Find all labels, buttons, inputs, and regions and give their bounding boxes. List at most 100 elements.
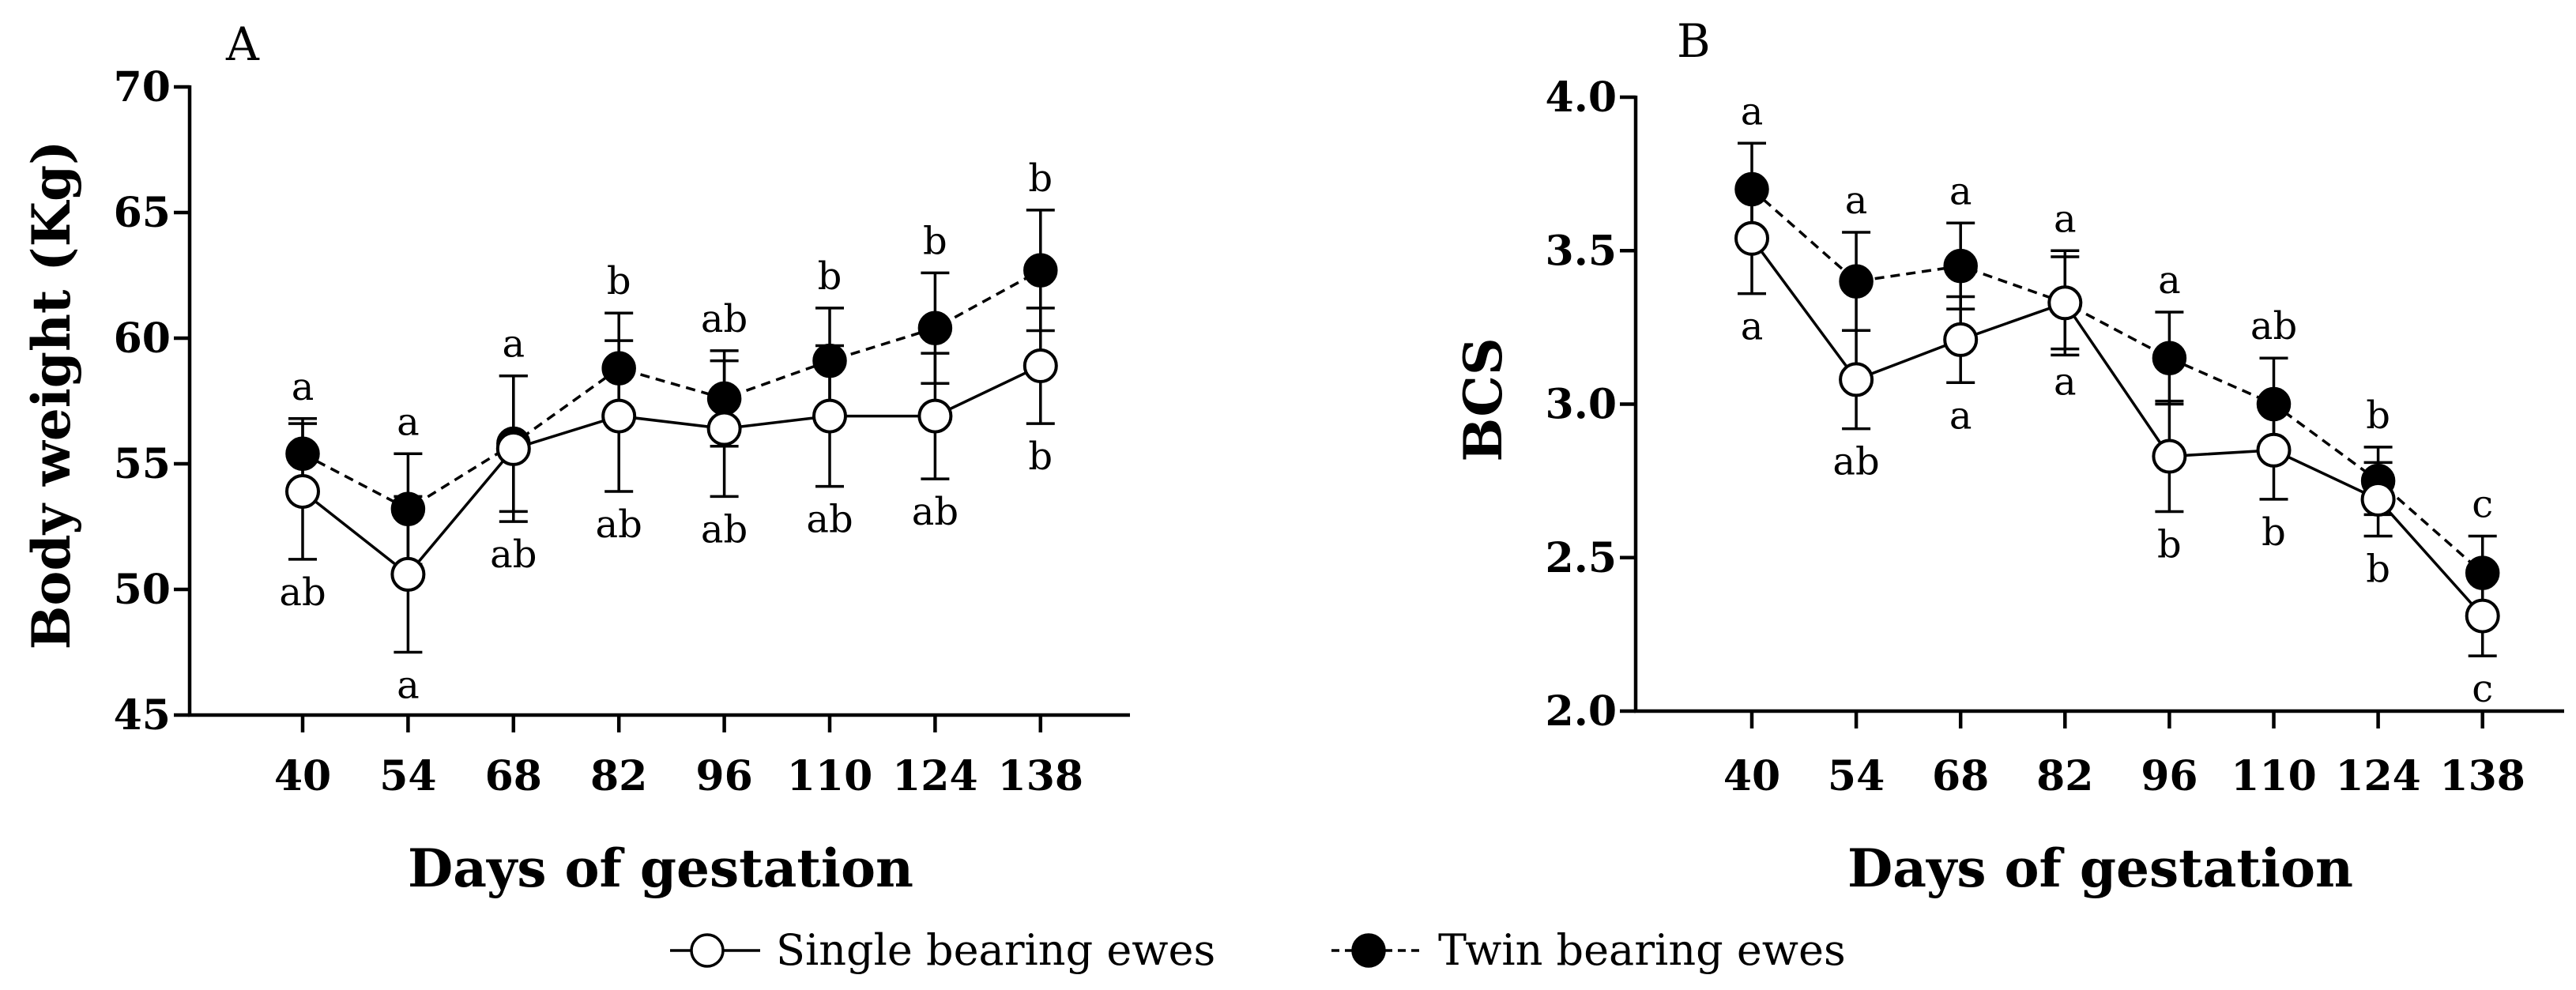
significance-letter-single: b <box>2366 548 2390 592</box>
x-tick-label: 110 <box>787 752 873 800</box>
data-point-single <box>812 398 847 434</box>
significance-letter-twin: b <box>607 259 631 303</box>
significance-letter-twin: ab <box>701 297 748 341</box>
y-tick-label: 3.5 <box>1546 227 1617 275</box>
x-tick-label: 124 <box>892 752 978 800</box>
series-line-twin <box>1750 188 2484 574</box>
data-point-single <box>1839 362 1874 397</box>
panel-a-label: A <box>225 17 260 71</box>
significance-letter-single: b <box>2157 522 2182 567</box>
data-point-single <box>495 431 531 466</box>
x-tick-label: 68 <box>485 752 542 800</box>
panel-a-x-axis-label: Days of gestation <box>408 838 913 899</box>
panel-b-label: B <box>1677 14 1711 68</box>
legend-single-label: Single bearing ewes <box>776 925 1215 975</box>
data-point-single <box>601 398 637 434</box>
significance-letter-single: ab <box>806 498 853 542</box>
significance-letter-twin: a <box>1741 89 1764 134</box>
x-tick-label: 110 <box>2231 752 2317 800</box>
data-point-single <box>2152 439 2187 474</box>
y-tick-label: 55 <box>114 440 171 488</box>
significance-letter-single: c <box>2472 667 2493 711</box>
x-tick-label: 40 <box>274 752 331 800</box>
x-tick-label: 96 <box>695 752 752 800</box>
significance-letter-twin: a <box>1949 169 1972 213</box>
x-tick-label: 40 <box>1723 752 1780 800</box>
data-point-single <box>1943 322 1979 357</box>
data-point-twin <box>1943 248 1978 284</box>
data-point-single <box>390 556 426 592</box>
data-point-twin <box>706 381 742 416</box>
data-point-twin <box>1023 253 1058 288</box>
data-point-twin <box>1839 264 1874 299</box>
data-point-twin <box>2256 386 2292 422</box>
y-tick-label: 3.0 <box>1546 381 1617 429</box>
data-point-twin <box>917 311 953 346</box>
y-tick-label: 70 <box>114 63 171 111</box>
panel-a-chart: A Body weight (Kg) Days of gestation 45 5… <box>21 17 1130 899</box>
data-point-twin <box>390 491 426 526</box>
y-tick-label: 4.0 <box>1546 73 1617 122</box>
significance-letter-twin: a <box>397 400 420 444</box>
significance-letter-single: ab <box>701 507 748 551</box>
x-tick-label: 68 <box>1932 752 1989 800</box>
significance-letter-single: a <box>1949 393 1972 438</box>
x-tick-label: 138 <box>998 752 1084 800</box>
significance-letter-single: ab <box>490 533 537 577</box>
panel-a-axes: 45 50 55 60 65 70 40 54 68 82 96 110 124 138 <box>114 63 1130 800</box>
significance-letter-single: ab <box>1832 440 1879 484</box>
data-point-twin <box>601 351 636 386</box>
series-line-twin <box>302 269 1041 511</box>
x-tick-label: 138 <box>2439 752 2525 800</box>
x-tick-label: 82 <box>590 752 647 800</box>
legend-single-marker-icon <box>690 933 725 968</box>
y-tick-label: 2.0 <box>1546 687 1617 736</box>
panel-b-chart: B BCS Days of gestation 2.0 2.5 3.0 3.5 4.0 4… <box>1452 14 2564 899</box>
significance-letter-single: b <box>2262 510 2286 555</box>
significance-letter-twin: a <box>2054 197 2077 241</box>
x-tick-label: 124 <box>2335 752 2421 800</box>
x-tick-label: 82 <box>2036 752 2093 800</box>
data-point-single <box>285 473 320 509</box>
significance-letter-twin: c <box>2472 483 2493 527</box>
significance-letter-single: a <box>1741 305 1764 349</box>
significance-letter-twin: ab <box>2250 304 2297 348</box>
significance-letter-twin: a <box>292 365 314 409</box>
significance-letter-single: a <box>397 664 420 708</box>
data-point-single <box>2256 432 2292 468</box>
legend: Single bearing ewes Twin bearing ewes <box>670 925 1846 975</box>
significance-letter-twin: b <box>923 219 947 263</box>
series-line-single <box>1750 237 2484 617</box>
data-point-single <box>917 398 953 434</box>
panel-a-y-axis-label: Body weight (Kg) <box>21 141 82 650</box>
panel-b-axes: 2.0 2.5 3.0 3.5 4.0 40 54 68 82 96 110 124 138 <box>1546 73 2564 800</box>
legend-twin-label: Twin bearing ewes <box>1438 925 1846 975</box>
significance-letter-twin: a <box>502 322 525 367</box>
y-tick-label: 2.5 <box>1546 534 1617 582</box>
data-point-twin <box>2465 555 2500 590</box>
significance-letter-single: ab <box>596 503 642 547</box>
y-tick-label: 50 <box>114 566 171 614</box>
panel-b-y-axis-label: BCS <box>1452 337 1514 461</box>
y-tick-label: 45 <box>114 691 171 740</box>
significance-letter-single: b <box>1028 435 1053 479</box>
y-tick-label: 65 <box>114 189 171 237</box>
data-point-twin <box>812 343 847 378</box>
x-tick-label: 54 <box>379 752 436 800</box>
data-point-twin <box>2152 341 2187 375</box>
significance-letter-single: ab <box>279 570 326 615</box>
panel-b-x-axis-label: Days of gestation <box>1847 838 2353 899</box>
data-point-single <box>2360 481 2396 517</box>
x-tick-label: 96 <box>2141 752 2198 800</box>
significance-letter-twin: b <box>1028 156 1053 201</box>
significance-letter-twin: b <box>2366 393 2390 438</box>
x-tick-label: 54 <box>1828 752 1885 800</box>
significance-letter-single: a <box>2054 360 2077 405</box>
data-point-twin <box>1734 171 1769 207</box>
data-point-single <box>706 411 742 446</box>
series-line-single <box>301 364 1041 577</box>
significance-letter-single: ab <box>912 490 958 534</box>
